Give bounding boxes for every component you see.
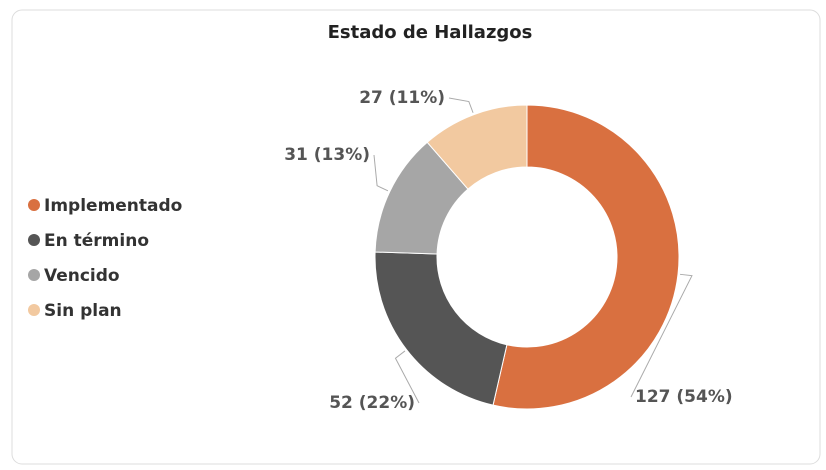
legend-marker xyxy=(28,269,40,281)
data-label: 31 (13%) xyxy=(284,145,370,165)
legend-marker xyxy=(28,199,40,211)
data-label: 27 (11%) xyxy=(359,88,445,108)
legend-label: Implementado xyxy=(44,196,182,216)
slice xyxy=(492,104,680,410)
leader-line xyxy=(630,273,693,398)
chart-title: Estado de Hallazgos xyxy=(328,22,533,43)
leader-line xyxy=(373,154,389,192)
legend-marker xyxy=(28,304,40,316)
legend-marker xyxy=(28,234,40,246)
data-label: 127 (54%) xyxy=(635,387,733,407)
legend-label: Vencido xyxy=(44,266,120,286)
legend-label: Sin plan xyxy=(44,301,122,321)
slice xyxy=(374,251,508,406)
leader-line xyxy=(448,97,474,113)
leader-line xyxy=(394,350,420,404)
data-label: 52 (22%) xyxy=(329,393,415,413)
legend-label: En término xyxy=(44,231,149,251)
slice xyxy=(426,104,528,190)
